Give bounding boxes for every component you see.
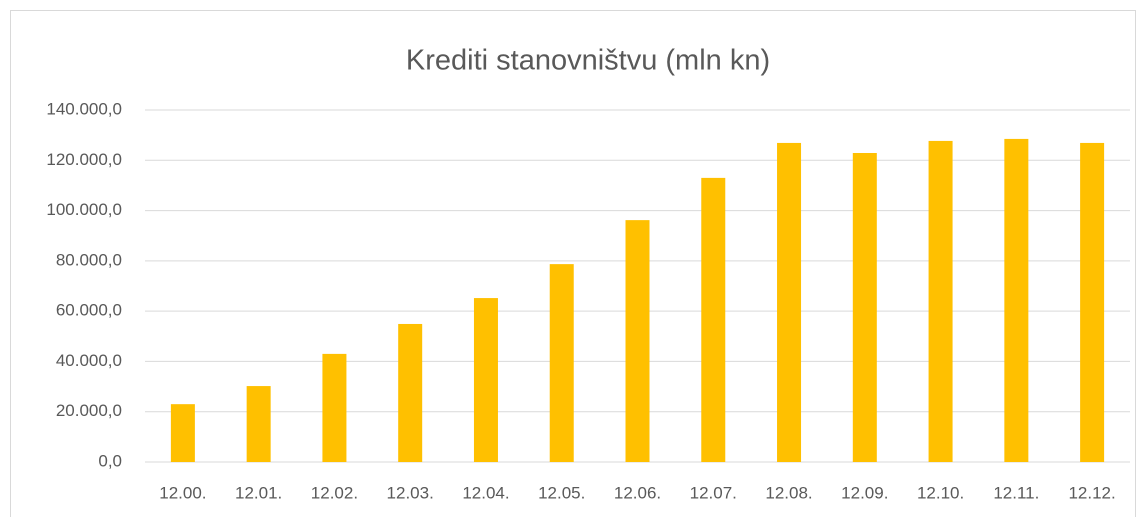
x-tick-label: 12.08.: [765, 483, 812, 502]
bar: [928, 140, 953, 462]
bar: [322, 353, 347, 462]
x-tick-label: 12.02.: [311, 483, 358, 502]
bar: [852, 152, 877, 462]
bar: [1004, 138, 1029, 462]
y-tick-label: 120.000,0: [46, 150, 122, 169]
y-tick-label: 140.000,0: [46, 99, 122, 118]
y-tick-label: 100.000,0: [46, 200, 122, 219]
y-tick-label: 60.000,0: [56, 301, 122, 320]
bar: [398, 323, 423, 462]
x-tick-label: 12.00.: [159, 483, 206, 502]
x-tick-label: 12.01.: [235, 483, 282, 502]
bar: [246, 386, 271, 462]
x-tick-label: 12.10.: [917, 483, 964, 502]
y-tick-label: 20.000,0: [56, 401, 122, 420]
x-tick-label: 12.07.: [690, 483, 737, 502]
bar: [625, 220, 650, 462]
y-tick-label: 40.000,0: [56, 351, 122, 370]
x-tick-label: 12.06.: [614, 483, 661, 502]
x-tick-label: 12.12.: [1068, 483, 1115, 502]
x-tick-label: 12.11.: [993, 483, 1039, 502]
bar: [549, 264, 574, 462]
bar: [701, 177, 726, 462]
x-tick-label: 12.03.: [387, 483, 434, 502]
chart-title: Krediti stanovništvu (mln kn): [406, 45, 770, 77]
y-tick-label: 80.000,0: [56, 250, 122, 269]
bar: [1080, 142, 1105, 463]
bar: [473, 298, 498, 462]
x-tick-label: 12.04.: [462, 483, 509, 502]
bar: [777, 142, 802, 463]
x-tick-label: 12.09.: [841, 483, 888, 502]
y-tick-label: 0,0: [98, 451, 122, 470]
bar: [170, 404, 195, 462]
x-tick-label: 12.05.: [538, 483, 585, 502]
